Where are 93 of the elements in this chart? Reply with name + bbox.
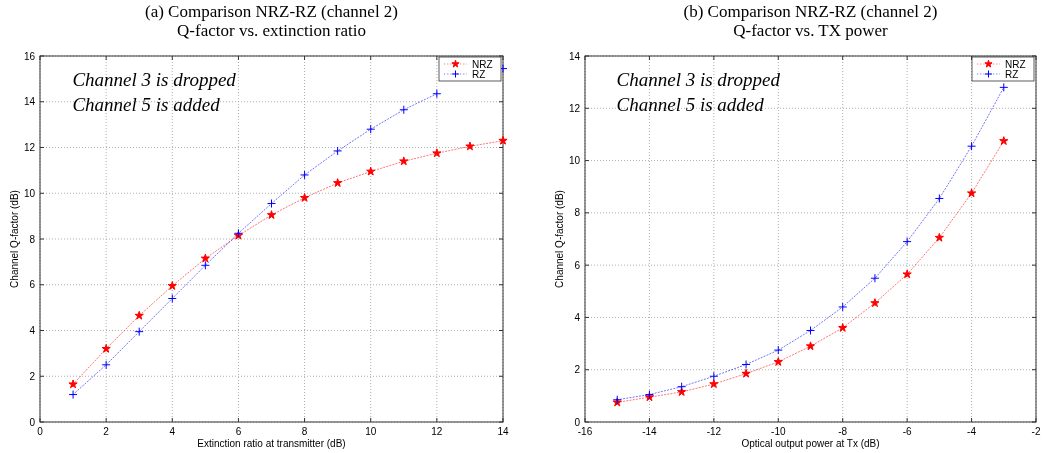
y-tick-label: 14 bbox=[568, 50, 581, 62]
annotation: Channel 5 is added bbox=[616, 94, 765, 115]
x-tick-label: -12 bbox=[706, 426, 722, 437]
annotation: Channel 5 is added bbox=[72, 94, 221, 115]
point bbox=[805, 341, 816, 351]
x-tick-label: -6 bbox=[902, 426, 913, 437]
point bbox=[838, 323, 848, 332]
x-tick-label: 2 bbox=[103, 426, 110, 437]
point bbox=[838, 302, 848, 312]
point bbox=[773, 345, 783, 355]
point bbox=[465, 141, 475, 151]
point bbox=[366, 124, 376, 134]
point bbox=[200, 260, 210, 270]
point bbox=[709, 371, 719, 381]
point bbox=[934, 232, 944, 242]
point bbox=[902, 237, 912, 247]
point bbox=[966, 188, 977, 198]
y-tick-label: 4 bbox=[29, 325, 36, 336]
y-axis-title: Channel Q-factor (dB) bbox=[554, 190, 565, 288]
point bbox=[498, 135, 508, 145]
y-axis-title: Channel Q-factor (dB) bbox=[9, 190, 20, 288]
point bbox=[999, 136, 1009, 145]
point bbox=[399, 105, 409, 115]
y-tick-label: 8 bbox=[29, 233, 36, 245]
x-tick-label: 14 bbox=[497, 426, 509, 437]
y-tick-label: 14 bbox=[23, 96, 36, 108]
point bbox=[999, 82, 1009, 92]
y-tick-label: 2 bbox=[574, 364, 581, 376]
x-tick-label: -16 bbox=[577, 426, 593, 437]
annotation: Channel 3 is dropped bbox=[616, 69, 781, 90]
point bbox=[134, 310, 144, 320]
legend-label: NRZ bbox=[1005, 58, 1026, 70]
y-tick-label: 0 bbox=[29, 416, 36, 428]
x-tick-label: -2 bbox=[1031, 426, 1041, 437]
point bbox=[432, 89, 442, 99]
y-tick-label: 6 bbox=[29, 279, 36, 291]
point bbox=[267, 199, 276, 209]
point bbox=[741, 368, 751, 378]
x-tick-label: -8 bbox=[838, 426, 848, 437]
point bbox=[300, 170, 310, 180]
y-tick-label: 8 bbox=[574, 207, 581, 219]
annotation: Channel 3 is dropped bbox=[72, 69, 237, 90]
point bbox=[299, 193, 310, 202]
point bbox=[934, 193, 944, 203]
point bbox=[741, 359, 751, 369]
point bbox=[101, 360, 111, 370]
y-tick-label: 10 bbox=[568, 155, 581, 167]
y-tick-label: 10 bbox=[23, 187, 36, 199]
y-tick-label: 4 bbox=[574, 311, 581, 323]
x-axis-title: Optical output power at Tx (dB) bbox=[741, 438, 880, 449]
chart-subtitle: Q-factor vs. TX power bbox=[733, 21, 889, 40]
point bbox=[432, 148, 442, 158]
x-tick-label: 8 bbox=[301, 426, 308, 437]
legend-label: RZ bbox=[1005, 68, 1019, 80]
point bbox=[902, 269, 912, 279]
legend-label: NRZ bbox=[472, 58, 493, 70]
y-tick-label: 2 bbox=[29, 370, 36, 382]
point bbox=[773, 357, 783, 366]
point bbox=[200, 253, 210, 263]
point bbox=[68, 390, 78, 400]
point bbox=[333, 178, 343, 187]
y-tick-label: 6 bbox=[574, 259, 581, 271]
y-tick-label: 16 bbox=[23, 50, 36, 62]
y-tick-label: 12 bbox=[23, 142, 36, 153]
point bbox=[870, 273, 880, 283]
chart-subtitle: Q-factor vs. extinction ratio bbox=[177, 21, 366, 40]
y-tick-label: 12 bbox=[568, 102, 581, 114]
x-tick-label: 0 bbox=[37, 426, 44, 437]
point bbox=[101, 343, 111, 353]
x-tick-label: 4 bbox=[169, 426, 176, 437]
chart-title: (b) Comparison NRZ-RZ (channel 2) bbox=[683, 2, 938, 21]
y-tick-label: 0 bbox=[574, 416, 581, 428]
point bbox=[366, 166, 376, 176]
point bbox=[333, 146, 343, 156]
point bbox=[870, 298, 880, 308]
x-tick-label: -4 bbox=[967, 426, 977, 437]
x-tick-label: -10 bbox=[771, 426, 786, 437]
x-axis-title: Extinction ratio at transmitter (dB) bbox=[197, 438, 346, 449]
point bbox=[399, 156, 409, 166]
point bbox=[167, 293, 177, 303]
point bbox=[677, 382, 687, 392]
point bbox=[134, 327, 144, 337]
point bbox=[967, 141, 977, 151]
point bbox=[68, 379, 78, 389]
x-tick-label: 6 bbox=[235, 426, 242, 437]
x-tick-label: -14 bbox=[642, 426, 658, 437]
point bbox=[709, 379, 719, 389]
x-tick-label: 10 bbox=[365, 426, 377, 437]
x-tick-label: 12 bbox=[431, 426, 443, 437]
point bbox=[167, 281, 177, 290]
chart-title: (a) Comparison NRZ-RZ (channel 2) bbox=[144, 2, 399, 21]
point bbox=[266, 210, 277, 219]
legend-label: RZ bbox=[472, 68, 486, 80]
